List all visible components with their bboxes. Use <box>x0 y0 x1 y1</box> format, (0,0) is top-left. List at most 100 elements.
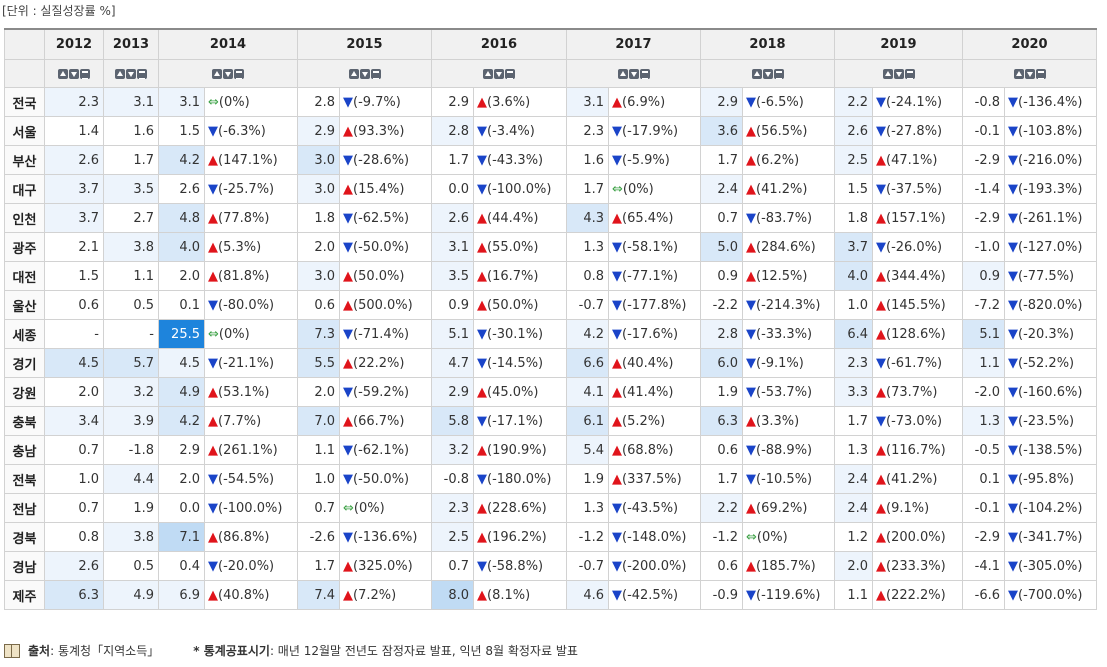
value-cell-2012: 0.7 <box>44 435 104 465</box>
sort-descending-icon[interactable] <box>893 68 904 79</box>
list-icon[interactable] <box>137 68 147 79</box>
value-cell-2019: 2.5 <box>834 145 873 175</box>
change-percent: (22.2%) <box>353 355 405 371</box>
table-row: 인천 3.7 2.7 4.8 ▲(77.8%) 1.8 ▼(-62.5%) 2.6 ▲(44.4… <box>4 203 1097 233</box>
sort-ascending-icon[interactable] <box>483 68 493 79</box>
list-icon[interactable] <box>234 68 244 79</box>
region-label: 경북 <box>4 522 45 552</box>
value-cell-2019: 2.4 <box>834 493 873 523</box>
change-percent: (-73.0%) <box>886 413 943 429</box>
value-cell-2013: 3.1 <box>103 87 159 117</box>
list-icon[interactable] <box>1035 68 1046 79</box>
sort-ascending-icon[interactable] <box>751 68 762 79</box>
source-text: : 통계청「지역소득」 <box>50 644 160 658</box>
change-percent: (9.1%) <box>886 500 930 516</box>
sort-ascending-icon[interactable] <box>212 68 222 79</box>
value-cell-2018: 2.2 <box>700 493 743 523</box>
sort-ascending-icon[interactable] <box>1013 68 1024 79</box>
change-cell-2017: ▼(-77.1%) <box>608 261 701 291</box>
region-label: 세종 <box>4 319 45 349</box>
change-percent: (-180.0%) <box>487 471 552 487</box>
down-triangle-icon: ▼ <box>343 152 353 168</box>
change-cell-2015: ▲(22.2%) <box>339 348 432 378</box>
change-percent: (-54.5%) <box>218 471 275 487</box>
sort-ascending-icon[interactable] <box>348 68 359 79</box>
sort-descending-icon[interactable] <box>1024 68 1035 79</box>
value-cell-2017: 4.3 <box>566 203 609 233</box>
change-cell-2020: ▼(-261.1%) <box>1004 203 1097 233</box>
up-triangle-icon: ▲ <box>746 500 756 516</box>
down-triangle-icon: ▼ <box>477 152 487 168</box>
change-percent: (0%) <box>622 181 654 197</box>
change-percent: (-27.8%) <box>886 123 943 139</box>
down-triangle-icon: ▼ <box>1008 384 1018 400</box>
list-icon[interactable] <box>904 68 915 79</box>
change-percent: (-119.6%) <box>756 587 821 603</box>
change-percent: (-10.5%) <box>756 471 813 487</box>
sort-controls-2018 <box>700 59 835 88</box>
down-triangle-icon: ▼ <box>876 123 886 139</box>
change-cell-2020: ▼(-136.4%) <box>1004 87 1097 117</box>
change-percent: (-200.0%) <box>622 558 687 574</box>
list-icon[interactable] <box>370 68 381 79</box>
change-percent: (-77.1%) <box>622 268 679 284</box>
change-cell-2018: ▼(-10.5%) <box>742 464 835 494</box>
value-cell-2019: 1.7 <box>834 406 873 436</box>
sort-ascending-icon[interactable] <box>882 68 893 79</box>
change-percent: (41.2%) <box>886 471 938 487</box>
down-triangle-icon: ▼ <box>477 558 487 574</box>
up-triangle-icon: ▲ <box>612 384 622 400</box>
value-cell-2019: 1.5 <box>834 174 873 204</box>
down-triangle-icon: ▼ <box>746 442 756 458</box>
list-icon[interactable] <box>639 68 650 79</box>
sort-ascending-icon[interactable] <box>115 68 125 79</box>
value-cell-2013: 3.2 <box>103 377 159 407</box>
change-percent: (-50.0%) <box>353 471 410 487</box>
change-percent: (261.1%) <box>218 442 278 458</box>
list-icon[interactable] <box>80 68 90 79</box>
sort-descending-icon[interactable] <box>359 68 370 79</box>
up-triangle-icon: ▲ <box>746 413 756 429</box>
value-cell-2018: 0.9 <box>700 261 743 291</box>
change-cell-2015: ▼(-136.6%) <box>339 522 432 552</box>
up-triangle-icon: ▲ <box>343 123 353 139</box>
value-cell-2012: 4.5 <box>44 348 104 378</box>
change-percent: (45.0%) <box>487 384 539 400</box>
change-percent: (147.1%) <box>218 152 278 168</box>
down-triangle-icon: ▼ <box>1008 152 1018 168</box>
change-percent: (-17.1%) <box>487 413 544 429</box>
change-cell-2020: ▼(-341.7%) <box>1004 522 1097 552</box>
change-cell-2020: ▼(-305.0%) <box>1004 551 1097 581</box>
change-cell-2020: ▼(-77.5%) <box>1004 261 1097 291</box>
change-cell-2018: ⇔(0%) <box>742 522 835 552</box>
sort-descending-icon[interactable] <box>223 68 233 79</box>
region-label: 경기 <box>4 348 45 378</box>
sort-ascending-icon[interactable] <box>617 68 628 79</box>
change-percent: (73.7%) <box>886 384 938 400</box>
sort-descending-icon[interactable] <box>126 68 136 79</box>
change-percent: (-62.1%) <box>353 442 410 458</box>
change-percent: (16.7%) <box>487 268 539 284</box>
change-percent: (233.3%) <box>886 558 946 574</box>
sort-descending-icon[interactable] <box>494 68 504 79</box>
change-percent: (-25.7%) <box>218 181 275 197</box>
value-cell-2016: 2.9 <box>431 87 474 117</box>
change-cell-2014: ⇔(0%) <box>204 319 298 349</box>
down-triangle-icon: ▼ <box>612 123 622 139</box>
footer: 출처 : 통계청「지역소득」 * 통계공표시기 : 매년 12월말 전년도 잠정… <box>4 642 578 659</box>
change-percent: (-95.8%) <box>1018 471 1075 487</box>
down-triangle-icon: ▼ <box>208 297 218 313</box>
value-cell-2016: 2.8 <box>431 116 474 146</box>
list-icon[interactable] <box>505 68 515 79</box>
down-triangle-icon: ▼ <box>1008 123 1018 139</box>
value-cell-2017: -1.2 <box>566 522 609 552</box>
value-cell-2020: -2.9 <box>962 203 1005 233</box>
up-triangle-icon: ▲ <box>876 529 886 545</box>
sort-descending-icon[interactable] <box>628 68 639 79</box>
list-icon[interactable] <box>773 68 784 79</box>
change-percent: (-9.7%) <box>353 94 401 110</box>
sort-descending-icon[interactable] <box>762 68 773 79</box>
value-cell-2015: 3.0 <box>297 261 340 291</box>
sort-ascending-icon[interactable] <box>58 68 68 79</box>
sort-descending-icon[interactable] <box>69 68 79 79</box>
